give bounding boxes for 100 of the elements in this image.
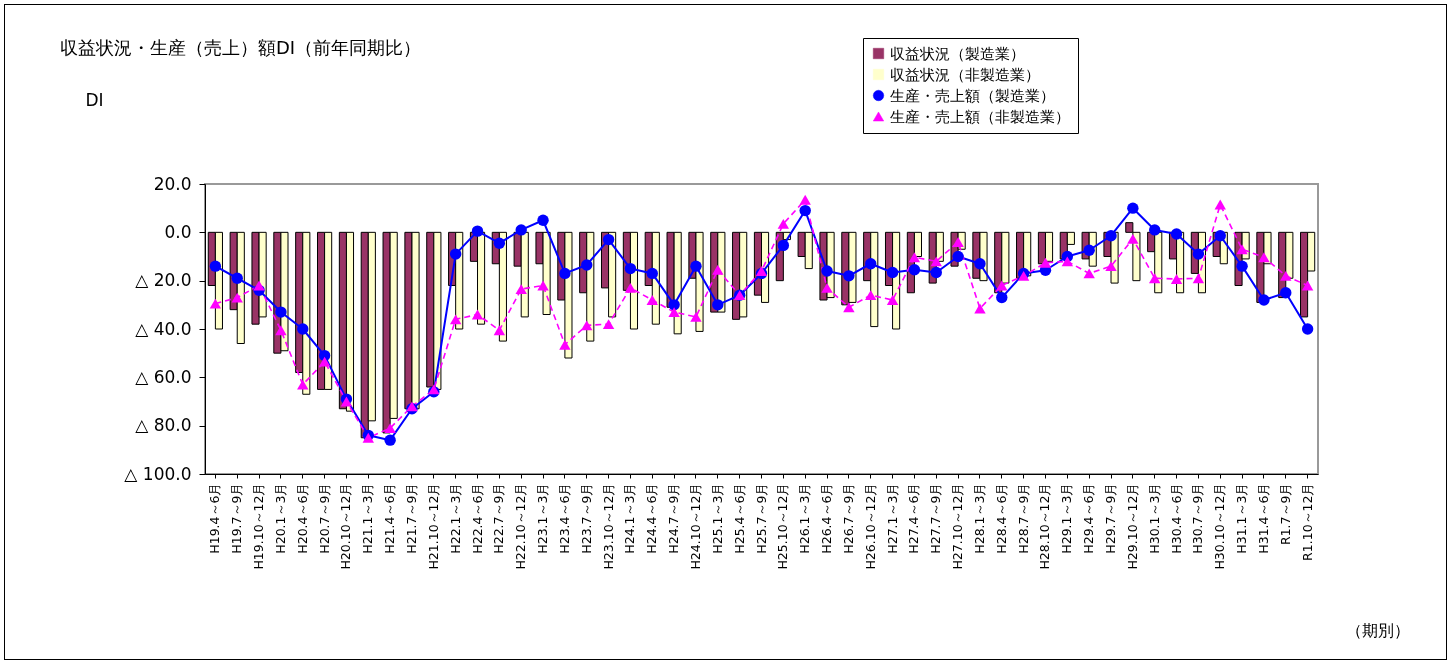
x-tick-label: H21.4～6月 [382,482,398,554]
x-tick-label: H31.4～6月 [1255,482,1271,554]
y-tick-label: 20.0 [153,173,192,194]
x-tick-label: H21.1～3月 [360,482,376,554]
x-tick-label: H29.4～6月 [1081,482,1097,554]
x-tick-label: H22.4～6月 [469,482,485,554]
x-tick-label: H23.1～3月 [535,482,551,554]
point [275,306,287,318]
point [952,250,964,263]
point [559,267,571,280]
x-tick-label: R1.7～9月 [1277,482,1293,546]
point [1301,280,1314,291]
point [843,270,855,282]
point [646,295,658,305]
point [1236,260,1248,272]
x-tick-label: H24.4～6月 [644,482,660,554]
point [974,258,986,270]
chart-title: 収益状況・生産（売上）額DI（前年同期比） [60,36,422,60]
x-tick-label: H26.4～6月 [819,482,835,554]
point [690,260,702,272]
legend-label: 収益状況（製造業） [890,44,1025,63]
point [908,252,921,263]
x-tick-label: H28.7～9月 [1015,482,1031,554]
point [602,319,615,330]
point [537,214,549,226]
x-tick-label: H26.7～9月 [840,482,856,554]
point [799,204,811,217]
y-tick-label: △ 100.0 [124,463,192,484]
point [384,434,396,446]
point [712,264,724,275]
point [1170,274,1183,284]
x-tick-label: H30.1～3月 [1146,482,1162,554]
point [996,280,1008,291]
x-tick-label: H20.10～12月 [338,482,354,570]
x-tick-label: H25.4～6月 [731,482,747,554]
point [493,325,506,336]
x-tick-label: H23.7～9月 [578,482,594,554]
point [275,325,287,336]
x-tick-label: H22.10～12月 [513,482,529,570]
x-tick-label: H20.7～9月 [316,482,332,554]
point [821,265,833,277]
x-tick-label: H27.7～9月 [928,482,944,554]
x-tick-label: H30.7～9月 [1190,482,1206,554]
x-tick-label: H25.1～3月 [709,482,725,554]
y-tick-label: △ 60.0 [135,366,192,387]
x-tick-label: H23.10～12月 [600,482,616,570]
x-tick-label: H28.4～6月 [993,482,1009,554]
point [1192,273,1205,284]
point [1258,294,1270,306]
y-tick-label: 0.0 [164,221,192,242]
point [777,218,790,229]
point [1280,287,1292,299]
point [1149,224,1161,236]
point [515,224,527,236]
point [1127,233,1139,244]
point [974,303,986,314]
point [821,282,833,293]
point [1083,244,1095,256]
point [908,264,921,276]
point [493,237,506,249]
x-tick-label: H19.4～6月 [207,482,223,554]
point [581,320,593,331]
x-tick-label: H27.10～12月 [950,482,966,570]
x-tick-label: H20.1～3月 [272,482,288,554]
y-axis-title: DI [85,89,104,110]
point [559,339,571,350]
y-tick-label: △ 80.0 [135,415,192,436]
x-tick-label: H28.1～3月 [971,482,987,554]
point [231,272,243,284]
x-tick-label: H19.10～12月 [251,482,267,570]
point [1061,256,1074,267]
point [1039,257,1052,268]
x-tick-label: R1.10～12月 [1299,482,1315,561]
x-tick-label: H21.10～12月 [425,482,441,570]
legend-label: 生産・売上額（非製造業） [890,107,1070,126]
x-tick-label: H26.10～12月 [862,482,878,570]
x-tick-label: H27.4～6月 [906,482,922,554]
point [930,266,942,279]
point [865,258,877,270]
point [668,299,680,311]
x-tick-label: H27.1～3月 [884,482,900,554]
point [231,292,243,303]
point [1236,244,1248,255]
point [1149,273,1161,284]
point [537,280,549,291]
x-tick-label: H24.7～9月 [666,482,682,554]
point [318,356,331,367]
point [646,267,658,280]
point [1127,202,1139,214]
point [253,280,265,291]
point [1214,230,1226,242]
point [449,248,462,260]
point [1192,248,1205,260]
point [755,266,768,276]
x-tick-label: H21.7～9月 [403,482,419,554]
x-axis-title: （期別） [1345,620,1410,640]
point [1258,252,1270,263]
x-tick-label: H24.10～12月 [687,482,703,570]
x-tick-label: H22.1～3月 [447,482,463,554]
point [777,239,790,252]
